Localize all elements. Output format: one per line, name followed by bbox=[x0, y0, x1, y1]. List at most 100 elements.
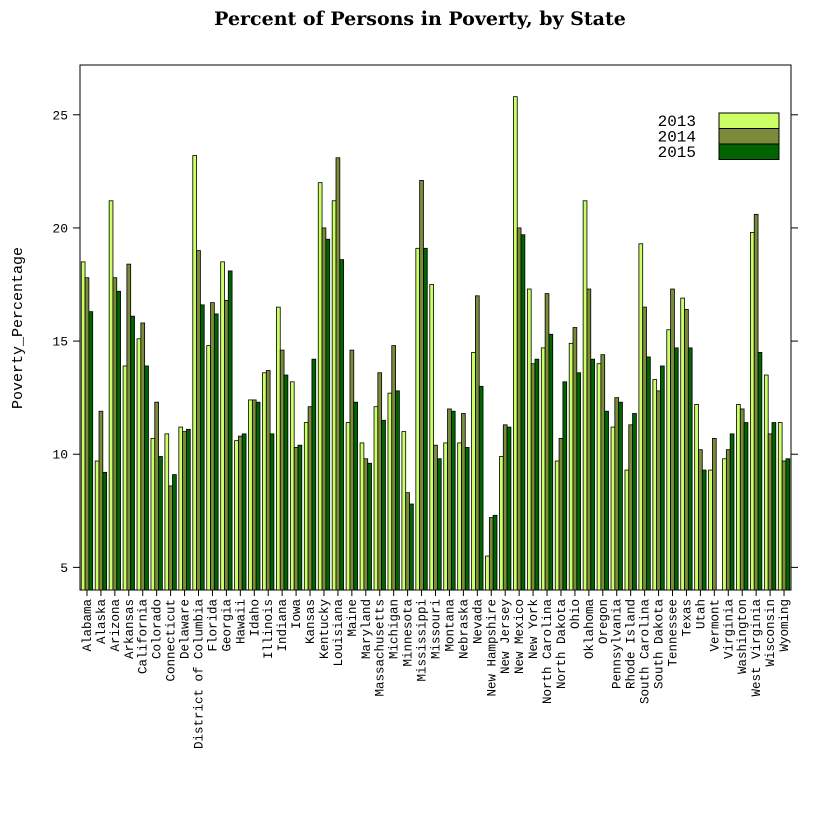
x-tick-label: North Carolina bbox=[541, 599, 555, 705]
bar-2013 bbox=[513, 96, 518, 591]
bar-2014 bbox=[642, 306, 647, 591]
y-tick-label: 25 bbox=[52, 108, 68, 123]
bar-2015 bbox=[269, 433, 275, 591]
x-tick-label: Indiana bbox=[276, 599, 290, 652]
bar-2014 bbox=[419, 180, 424, 591]
bar-2013 bbox=[136, 338, 142, 591]
bar-2015 bbox=[437, 458, 442, 591]
bar-2014 bbox=[461, 413, 466, 591]
bar-2015 bbox=[200, 304, 205, 591]
bar-2014 bbox=[405, 492, 410, 591]
x-tick-label: Virginia bbox=[722, 599, 736, 660]
bar-2015 bbox=[297, 444, 303, 591]
bar-2014 bbox=[628, 424, 633, 591]
x-tick-label: North Dakota bbox=[555, 599, 569, 690]
bar-2014 bbox=[307, 406, 313, 591]
legend-label-2015: 2015 bbox=[658, 144, 696, 162]
x-tick-label: Wyoming bbox=[778, 599, 792, 652]
bar-2014 bbox=[224, 299, 229, 591]
bar-2013 bbox=[443, 442, 448, 591]
bar-2015 bbox=[227, 270, 233, 591]
bar-2015 bbox=[311, 358, 317, 591]
bar-2015 bbox=[562, 381, 568, 591]
bar-2015 bbox=[116, 290, 121, 591]
bar-2013 bbox=[750, 232, 755, 591]
bar-2014 bbox=[321, 227, 327, 591]
bar-2015 bbox=[409, 503, 414, 591]
bar-2015 bbox=[423, 247, 428, 591]
bar-2015 bbox=[339, 259, 345, 591]
legend-swatch-2015 bbox=[718, 143, 780, 160]
x-tick-label: West Virginia bbox=[750, 599, 764, 697]
bar-2013 bbox=[345, 422, 351, 591]
bar-2014 bbox=[447, 408, 452, 591]
bar-2014 bbox=[684, 308, 689, 591]
bar-2015 bbox=[674, 347, 679, 591]
bar-2014 bbox=[572, 327, 578, 591]
bar-2013 bbox=[485, 555, 490, 591]
bar-2013 bbox=[220, 261, 225, 591]
bar-2015 bbox=[381, 419, 386, 591]
bar-2014 bbox=[558, 437, 564, 591]
bar-2014 bbox=[516, 227, 522, 591]
bar-2014 bbox=[600, 354, 606, 591]
bar-2013 bbox=[526, 288, 532, 591]
bar-2014 bbox=[544, 293, 550, 591]
bars-layer bbox=[80, 96, 791, 591]
bar-2014 bbox=[140, 322, 146, 591]
bar-2014 bbox=[767, 433, 773, 591]
bar-2015 bbox=[743, 422, 749, 591]
bar-2013 bbox=[568, 342, 574, 591]
bar-2013 bbox=[652, 379, 658, 591]
bar-2013 bbox=[317, 182, 323, 591]
bar-2013 bbox=[178, 426, 184, 591]
x-tick-label: Arizona bbox=[109, 599, 123, 652]
x-tick-label: Oregon bbox=[597, 599, 611, 644]
x-tick-label: Kansas bbox=[304, 599, 318, 644]
x-tick-label: Connecticut bbox=[165, 599, 179, 682]
x-tick-label: New Hampshire bbox=[485, 599, 499, 697]
bar-2014 bbox=[349, 349, 355, 591]
x-tick-label: Missouri bbox=[430, 599, 444, 659]
bar-2013 bbox=[150, 437, 156, 591]
bar-2015 bbox=[325, 238, 331, 591]
x-tick-label: Maine bbox=[346, 599, 360, 637]
bar-2013 bbox=[303, 422, 309, 591]
bar-2014 bbox=[196, 250, 201, 591]
x-tick-label: Mississippi bbox=[416, 599, 430, 682]
bar-2015 bbox=[771, 422, 777, 591]
bar-2013 bbox=[359, 442, 365, 591]
bar-2013 bbox=[499, 456, 504, 591]
bar-2013 bbox=[331, 200, 337, 591]
bar-2013 bbox=[108, 200, 114, 591]
bar-2015 bbox=[241, 433, 247, 591]
x-tick-label: Pennsylvania bbox=[611, 599, 625, 690]
bar-2015 bbox=[590, 358, 595, 591]
bar-2014 bbox=[363, 458, 369, 591]
bar-2015 bbox=[785, 458, 791, 591]
bar-2015 bbox=[144, 365, 149, 591]
bar-2013 bbox=[540, 347, 546, 591]
x-tick-label: Minnesota bbox=[402, 599, 416, 667]
bar-2014 bbox=[781, 460, 787, 591]
x-tick-label: New Jersey bbox=[499, 599, 513, 675]
bar-2014 bbox=[335, 157, 341, 591]
bar-2015 bbox=[172, 474, 177, 591]
bar-2013 bbox=[206, 345, 211, 591]
bar-2014 bbox=[502, 424, 508, 591]
bar-2015 bbox=[158, 456, 163, 591]
bar-2015 bbox=[506, 426, 512, 591]
x-tick-label: Utah bbox=[694, 599, 708, 629]
bar-2013 bbox=[276, 306, 281, 591]
bar-2015 bbox=[186, 428, 191, 591]
x-tick-label: California bbox=[137, 599, 151, 675]
bar-2014 bbox=[670, 288, 675, 591]
bar-2014 bbox=[377, 372, 383, 591]
bar-2015 bbox=[618, 401, 623, 591]
bar-2014 bbox=[182, 431, 187, 591]
bar-2013 bbox=[457, 442, 462, 591]
bar-2015 bbox=[729, 433, 735, 591]
bar-2015 bbox=[88, 311, 94, 591]
